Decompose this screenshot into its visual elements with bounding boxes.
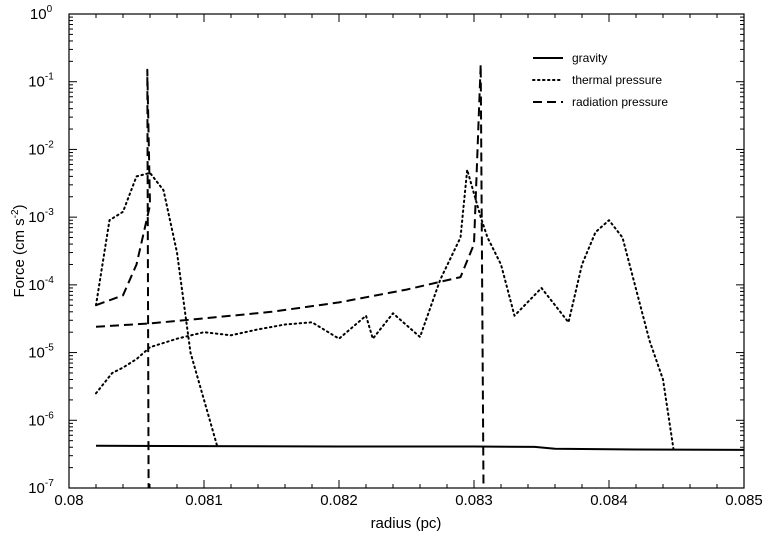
- y-tick-label: 10-7: [28, 478, 54, 497]
- y-tick-label: 10-6: [28, 410, 54, 429]
- y-tick-base: 10: [28, 277, 45, 294]
- y-tick-exp: -7: [45, 478, 54, 489]
- y-tick-exp: -3: [45, 207, 54, 218]
- y-tick-base: 10: [28, 345, 45, 362]
- legend-label-thermal-pressure: thermal pressure: [572, 73, 662, 87]
- y-tick-label: 100: [30, 4, 53, 23]
- tick-layer: 0.08 0.081 0.082 0.083 0.084 0.08510-710-610-…: [28, 4, 763, 509]
- y-tick-base: 10: [28, 74, 45, 91]
- y-axis-title-close: ): [11, 204, 28, 209]
- x-tick-label: 0.081: [185, 492, 223, 509]
- y-tick-label: 10-5: [28, 343, 54, 362]
- y-tick-label: 10-4: [28, 275, 54, 294]
- plot-frame: [68, 13, 745, 489]
- x-tick-label: 0.084: [590, 492, 628, 509]
- series-thermal-pressure: [95, 168, 675, 453]
- y-tick-base: 10: [28, 412, 45, 429]
- x-tick-label: 0.083: [455, 492, 493, 509]
- y-tick-base: 10: [28, 141, 45, 158]
- series-dotted-3: [95, 171, 219, 449]
- y-tick-exp: -4: [45, 275, 54, 286]
- y-tick-exp: -1: [45, 72, 54, 83]
- y-tick-exp: -2: [45, 139, 54, 150]
- series-radiation-pressure: [95, 63, 485, 488]
- y-tick-base: 10: [30, 6, 47, 23]
- y-tick-base: 10: [28, 480, 45, 497]
- y-axis-title: Force (cm s-2): [10, 204, 28, 297]
- legend: gravity thermal pressure radiation press…: [532, 51, 668, 109]
- y-tick-label: 10-3: [28, 207, 54, 226]
- y-tick-exp: 0: [47, 4, 53, 15]
- y-tick-label: 10-2: [28, 139, 54, 158]
- y-tick-exp: -6: [45, 410, 54, 421]
- x-axis-title: radius (pc): [371, 515, 442, 532]
- y-axis-title-exp: -2: [10, 209, 21, 218]
- series-dashed-4: [95, 68, 151, 488]
- x-tick-label: 0.085: [725, 492, 763, 509]
- x-tick-label: 0.082: [320, 492, 358, 509]
- y-axis-title-main: Force (cm s: [11, 218, 28, 297]
- x-tick-label: 0.08: [54, 492, 83, 509]
- series-layer: [95, 63, 744, 488]
- series-gravity: [95, 444, 744, 451]
- y-tick-exp: -5: [45, 343, 54, 354]
- y-tick-base: 10: [28, 209, 45, 226]
- y-tick-label: 10-1: [28, 72, 54, 91]
- legend-label-radiation-pressure: radiation pressure: [572, 95, 668, 109]
- legend-label-gravity: gravity: [572, 51, 607, 65]
